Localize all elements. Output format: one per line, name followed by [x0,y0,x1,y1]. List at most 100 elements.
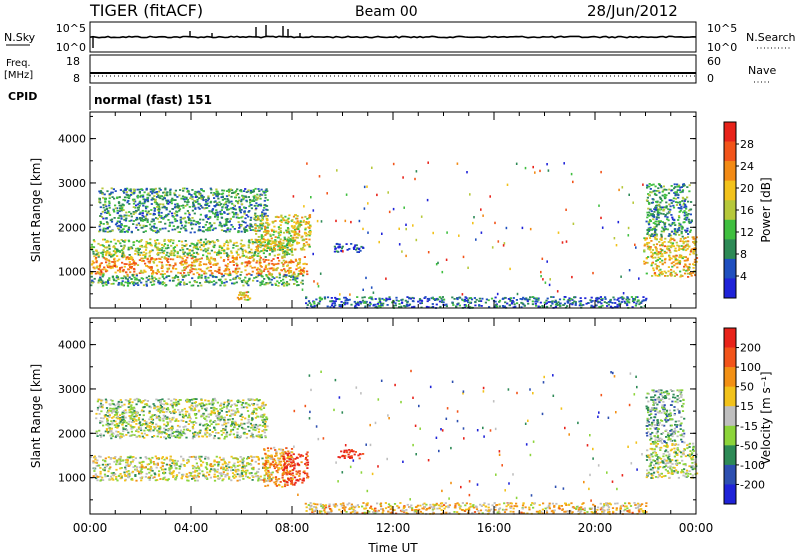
data-cell [326,305,329,308]
data-cell [656,201,659,204]
data-cell [504,301,507,304]
data-cell [240,280,243,282]
data-cell [108,244,111,247]
data-cell [510,302,513,305]
data-cell [686,247,689,250]
data-cell [364,300,367,303]
data-cell [225,252,228,254]
data-cell [368,304,371,307]
data-cell [497,240,500,243]
data-cell [243,291,246,294]
data-cell [238,294,241,296]
data-cell [684,203,687,206]
data-cell [223,189,226,192]
data-cell [430,306,433,309]
data-cell [305,263,308,266]
data-cell [469,297,473,299]
data-cell [208,470,212,473]
data-cell [115,459,118,462]
data-cell [160,461,163,464]
data-cell [678,234,681,236]
data-cell [361,246,365,249]
data-cell [686,243,689,246]
data-cell [154,479,157,482]
data-cell [288,214,291,217]
data-cell [512,297,515,299]
data-cell [150,266,153,268]
data-cell [101,282,104,285]
data-cell [645,220,648,223]
data-cell [685,211,688,214]
data-cell [573,300,576,303]
data-cell [214,276,218,278]
data-cell [240,230,243,233]
data-cell [101,253,104,256]
data-cell [181,244,184,247]
data-cell [250,191,253,193]
data-cell [159,273,162,276]
data-cell [659,197,662,200]
data-cell [646,229,649,231]
data-cell [269,267,273,270]
data-cell [95,477,98,480]
data-cell [176,460,179,462]
data-cell [118,204,121,207]
data-cell [213,475,216,478]
data-cell [175,284,178,287]
data-cell [285,274,288,277]
data-cell [281,476,284,479]
data-cell [661,255,664,258]
data-cell [140,277,143,279]
data-cell [403,305,406,307]
data-cell [242,460,245,463]
data-cell [604,296,607,299]
data-cell [149,466,153,468]
data-cell [194,259,197,262]
data-cell [684,264,687,266]
data-cell [427,161,429,164]
data-cell [675,204,679,206]
data-cell [216,270,219,273]
data-cell [440,301,444,303]
data-cell [665,201,668,204]
data-cell [208,242,211,245]
data-cell [176,202,179,205]
data-cell [296,236,299,239]
data-cell [150,250,153,253]
data-cell [94,258,97,260]
data-cell [280,280,283,282]
data-cell [140,269,143,272]
data-cell [660,233,663,236]
data-cell [123,473,126,476]
data-cell [657,183,661,185]
data-cell [132,211,135,213]
data-cell [145,252,148,255]
data-cell [127,476,130,479]
data-cell [188,213,191,216]
data-cell [147,210,150,213]
data-cell [187,475,190,478]
data-cell [153,207,156,209]
data-cell [120,282,123,284]
data-cell [161,270,164,273]
data-cell [474,304,477,307]
data-cell [169,191,172,194]
data-cell [307,300,311,302]
data-cell [657,220,661,223]
data-cell [195,467,198,469]
data-cell [670,199,673,202]
data-cell [661,221,664,223]
data-cell [166,202,169,205]
data-cell [666,275,669,277]
data-cell [100,479,103,481]
data-cell [367,202,369,205]
data-cell [140,479,143,482]
data-cell [123,189,126,192]
data-cell [362,288,364,291]
data-cell [187,201,190,203]
data-cell [129,462,132,465]
data-cell [241,463,244,465]
data-cell [677,229,680,231]
data-cell [218,224,221,227]
data-cell [262,190,265,193]
